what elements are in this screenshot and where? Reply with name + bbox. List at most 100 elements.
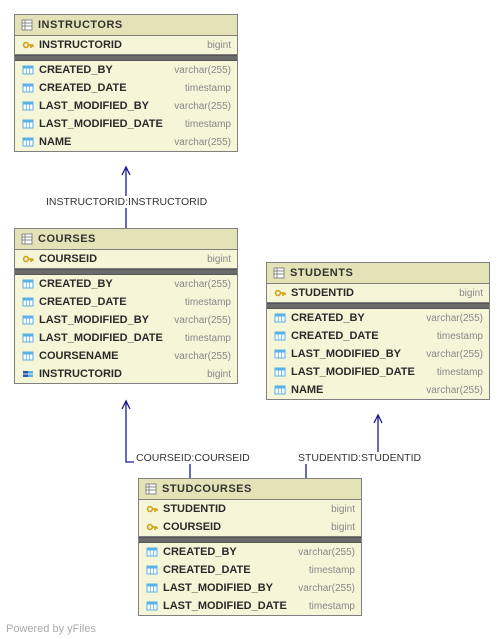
- column-name: CREATED_BY: [39, 278, 174, 290]
- column-type: timestamp: [309, 565, 355, 576]
- edge-studcourses-students: [306, 415, 378, 478]
- pk-icon: [21, 39, 35, 51]
- diagram-footer: Powered by yFiles: [6, 623, 96, 635]
- column-type: varchar(255): [426, 349, 483, 360]
- col-icon: [21, 314, 35, 326]
- column-row[interactable]: NAMEvarchar(255): [267, 381, 489, 399]
- column-type: timestamp: [185, 297, 231, 308]
- column-name: STUDENTID: [163, 503, 331, 515]
- col-icon: [21, 278, 35, 290]
- column-row[interactable]: LAST_MODIFIED_BYvarchar(255): [15, 311, 237, 329]
- column-name: COURSEID: [39, 253, 207, 265]
- edge-studcourses-courses: [126, 401, 190, 478]
- entity-studcourses[interactable]: STUDCOURSESSTUDENTIDbigintCOURSEIDbigint…: [138, 478, 362, 616]
- column-name: LAST_MODIFIED_DATE: [39, 118, 185, 130]
- column-type: varchar(255): [426, 313, 483, 324]
- arrowhead-icon: [122, 401, 130, 409]
- column-row[interactable]: CREATED_DATEtimestamp: [139, 561, 361, 579]
- table-icon: [145, 483, 157, 495]
- pk-icon: [145, 503, 159, 515]
- fk-icon: [21, 368, 35, 380]
- column-type: timestamp: [437, 331, 483, 342]
- entity-header[interactable]: STUDENTS: [267, 263, 489, 284]
- column-row[interactable]: COURSEIDbigint: [15, 250, 237, 268]
- column-type: varchar(255): [174, 101, 231, 112]
- column-name: INSTRUCTORID: [39, 368, 207, 380]
- column-row[interactable]: LAST_MODIFIED_DATEtimestamp: [15, 115, 237, 133]
- column-type: bigint: [331, 522, 355, 533]
- column-row[interactable]: LAST_MODIFIED_BYvarchar(255): [267, 345, 489, 363]
- entity-header[interactable]: INSTRUCTORS: [15, 15, 237, 36]
- column-row[interactable]: NAMEvarchar(255): [15, 133, 237, 151]
- column-row[interactable]: LAST_MODIFIED_BYvarchar(255): [15, 97, 237, 115]
- column-type: bigint: [331, 504, 355, 515]
- entity-header[interactable]: STUDCOURSES: [139, 479, 361, 500]
- pk-section: STUDENTIDbigintCOURSEIDbigint: [139, 500, 361, 537]
- entity-header[interactable]: COURSES: [15, 229, 237, 250]
- column-row[interactable]: LAST_MODIFIED_DATEtimestamp: [267, 363, 489, 381]
- column-name: COURSENAME: [39, 350, 174, 362]
- entity-title: COURSES: [38, 233, 96, 245]
- entity-courses[interactable]: COURSESCOURSEIDbigintCREATED_BYvarchar(2…: [14, 228, 238, 384]
- column-row[interactable]: CREATED_BYvarchar(255): [267, 309, 489, 327]
- column-name: LAST_MODIFIED_BY: [39, 314, 174, 326]
- column-row[interactable]: CREATED_DATEtimestamp: [15, 293, 237, 311]
- column-row[interactable]: STUDENTIDbigint: [139, 500, 361, 518]
- edge-label: INSTRUCTORID:INSTRUCTORID: [44, 196, 209, 208]
- column-type: timestamp: [185, 83, 231, 94]
- edge-label: COURSEID:COURSEID: [134, 452, 252, 464]
- column-type: varchar(255): [426, 385, 483, 396]
- column-name: LAST_MODIFIED_BY: [163, 582, 298, 594]
- column-type: varchar(255): [174, 351, 231, 362]
- column-name: NAME: [291, 384, 426, 396]
- column-row[interactable]: CREATED_DATEtimestamp: [15, 79, 237, 97]
- col-icon: [21, 350, 35, 362]
- col-icon: [21, 118, 35, 130]
- table-icon: [21, 19, 33, 31]
- column-row[interactable]: INSTRUCTORIDbigint: [15, 36, 237, 54]
- entity-students[interactable]: STUDENTS STUDENTIDbigint CREATED_BYvarchar…: [266, 262, 490, 400]
- column-row[interactable]: LAST_MODIFIED_BYvarchar(255): [139, 579, 361, 597]
- column-row[interactable]: LAST_MODIFIED_DATEtimestamp: [15, 329, 237, 347]
- column-type: bigint: [459, 288, 483, 299]
- column-row[interactable]: COURSEIDbigint: [139, 518, 361, 536]
- col-icon: [273, 366, 287, 378]
- column-row[interactable]: STUDENTIDbigint: [267, 284, 489, 302]
- column-type: varchar(255): [174, 137, 231, 148]
- column-type: bigint: [207, 254, 231, 265]
- column-name: LAST_MODIFIED_BY: [39, 100, 174, 112]
- column-row[interactable]: CREATED_BYvarchar(255): [15, 61, 237, 79]
- column-row[interactable]: CREATED_BYvarchar(255): [139, 543, 361, 561]
- pk-section: COURSEIDbigint: [15, 250, 237, 269]
- columns-section: CREATED_BYvarchar(255)CREATED_DATEtimest…: [15, 61, 237, 151]
- col-icon: [21, 296, 35, 308]
- col-icon: [273, 312, 287, 324]
- col-icon: [273, 330, 287, 342]
- column-name: CREATED_BY: [39, 64, 174, 76]
- column-type: timestamp: [309, 601, 355, 612]
- column-type: varchar(255): [298, 583, 355, 594]
- columns-section: CREATED_BYvarchar(255)CREATED_DATEtimest…: [139, 543, 361, 615]
- column-row[interactable]: LAST_MODIFIED_DATEtimestamp: [139, 597, 361, 615]
- col-icon: [21, 332, 35, 344]
- column-type: bigint: [207, 369, 231, 380]
- columns-section: CREATED_BYvarchar(255)CREATED_DATEtimest…: [267, 309, 489, 399]
- column-row[interactable]: CREATED_DATEtimestamp: [267, 327, 489, 345]
- column-row[interactable]: INSTRUCTORIDbigint: [15, 365, 237, 383]
- column-row[interactable]: CREATED_BYvarchar(255): [15, 275, 237, 293]
- column-type: varchar(255): [174, 65, 231, 76]
- col-icon: [273, 384, 287, 396]
- column-row[interactable]: COURSENAMEvarchar(255): [15, 347, 237, 365]
- column-name: STUDENTID: [291, 287, 459, 299]
- col-icon: [273, 348, 287, 360]
- columns-section: CREATED_BYvarchar(255)CREATED_DATEtimest…: [15, 275, 237, 383]
- table-icon: [21, 233, 33, 245]
- entity-title: STUDENTS: [290, 267, 353, 279]
- er-diagram-canvas: { "diagram": { "type": "network", "backg…: [0, 0, 500, 639]
- column-type: timestamp: [185, 119, 231, 130]
- entity-instructors[interactable]: INSTRUCTORSINSTRUCTORIDbigintCREATED_BYv…: [14, 14, 238, 152]
- pk-icon: [273, 287, 287, 299]
- entity-title: INSTRUCTORS: [38, 19, 123, 31]
- column-name: CREATED_DATE: [291, 330, 437, 342]
- col-icon: [21, 136, 35, 148]
